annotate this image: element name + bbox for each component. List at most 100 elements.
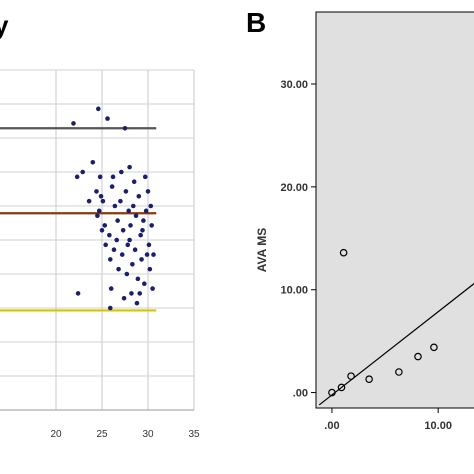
data-point	[137, 291, 143, 296]
data-point	[148, 203, 154, 209]
data-point	[129, 291, 134, 296]
panel-b-plot-area	[315, 11, 474, 409]
data-point	[130, 203, 136, 209]
data-point	[107, 305, 113, 311]
panel-b-y-ticks: .00 10.00 20.00 30.00	[280, 79, 316, 400]
x-tick-label: .00	[324, 420, 339, 432]
data-point	[116, 266, 121, 272]
data-point	[98, 193, 104, 199]
data-point	[100, 198, 106, 204]
data-point	[74, 174, 80, 180]
data-point	[128, 223, 133, 228]
regression-line	[318, 282, 474, 406]
y-tick-label: .00	[293, 388, 308, 400]
panel-a-points	[71, 106, 156, 311]
y-tick-label: 10.00	[280, 285, 308, 297]
panel-b-y-axis-label: AVA MS	[255, 228, 269, 272]
y-tick-label: 20.00	[280, 182, 308, 194]
data-point	[144, 252, 150, 257]
data-point	[147, 266, 153, 272]
data-point	[95, 213, 100, 219]
data-point	[124, 271, 130, 277]
data-point	[107, 257, 113, 262]
data-point	[122, 125, 128, 131]
data-point	[102, 223, 108, 228]
data-point	[110, 174, 116, 180]
panel-b-x-ticks: .00 10.00	[324, 408, 452, 432]
data-point	[90, 159, 96, 165]
panel-a-label: y	[0, 10, 9, 40]
data-point	[145, 189, 151, 194]
data-point	[127, 164, 132, 170]
data-point	[121, 295, 127, 301]
data-point	[80, 169, 85, 175]
x-tick-label: 20	[50, 429, 62, 440]
data-point	[135, 276, 141, 282]
data-point	[126, 208, 131, 214]
data-point	[141, 218, 146, 223]
data-point	[118, 198, 123, 204]
data-point	[142, 281, 147, 287]
data-point	[127, 237, 132, 243]
data-point	[430, 343, 438, 352]
data-point	[125, 242, 131, 248]
panel-b: B AVA MS .00 10.00 20.00 30.00 .00 10.00	[246, 7, 474, 432]
data-point	[142, 174, 148, 180]
data-point	[103, 242, 108, 248]
data-point	[86, 198, 92, 204]
data-point	[365, 375, 373, 384]
panel-a: y 20 25 30 35	[0, 10, 200, 440]
panel-a-grid	[0, 69, 195, 411]
data-point	[337, 383, 346, 392]
data-point	[347, 372, 355, 380]
panel-a-x-ticks: 20 25 30 35	[50, 429, 200, 440]
data-point	[119, 169, 124, 175]
data-point	[71, 121, 76, 126]
data-point	[395, 368, 403, 376]
x-tick-label: 25	[96, 429, 108, 440]
data-point	[120, 227, 126, 233]
y-tick-label: 30.00	[280, 79, 308, 91]
data-point	[130, 261, 135, 267]
data-point	[149, 223, 154, 228]
data-point	[75, 291, 81, 296]
panel-b-points	[328, 248, 438, 397]
data-point	[114, 237, 120, 243]
panel-a-reference-lines	[0, 127, 157, 312]
x-tick-label: 10.00	[424, 420, 452, 432]
data-point	[139, 257, 144, 262]
data-point	[136, 193, 142, 199]
data-point	[140, 227, 145, 233]
data-point	[328, 388, 336, 397]
data-point	[133, 213, 139, 219]
x-tick-label: 35	[188, 429, 200, 440]
data-point	[97, 174, 103, 180]
data-point	[107, 232, 112, 238]
data-point	[414, 352, 422, 361]
data-point	[123, 189, 129, 194]
data-point	[119, 252, 125, 257]
panel-b-label: B	[246, 7, 266, 38]
data-point	[131, 179, 137, 185]
data-point	[138, 232, 143, 238]
data-point	[94, 189, 99, 194]
data-point	[109, 184, 115, 189]
panel-b-fit-line	[318, 282, 474, 406]
data-point	[132, 247, 138, 253]
data-point	[105, 116, 110, 121]
data-point	[112, 203, 118, 209]
data-point	[111, 247, 117, 253]
x-tick-label: 30	[142, 429, 154, 440]
data-point	[96, 208, 102, 214]
data-point	[143, 208, 149, 214]
data-point	[151, 252, 156, 257]
data-point	[150, 286, 155, 291]
data-point	[339, 248, 348, 257]
data-point	[96, 106, 101, 112]
data-point	[146, 242, 152, 248]
data-point	[108, 286, 114, 291]
data-point	[134, 300, 140, 306]
data-point	[99, 227, 105, 233]
data-point	[115, 218, 120, 223]
